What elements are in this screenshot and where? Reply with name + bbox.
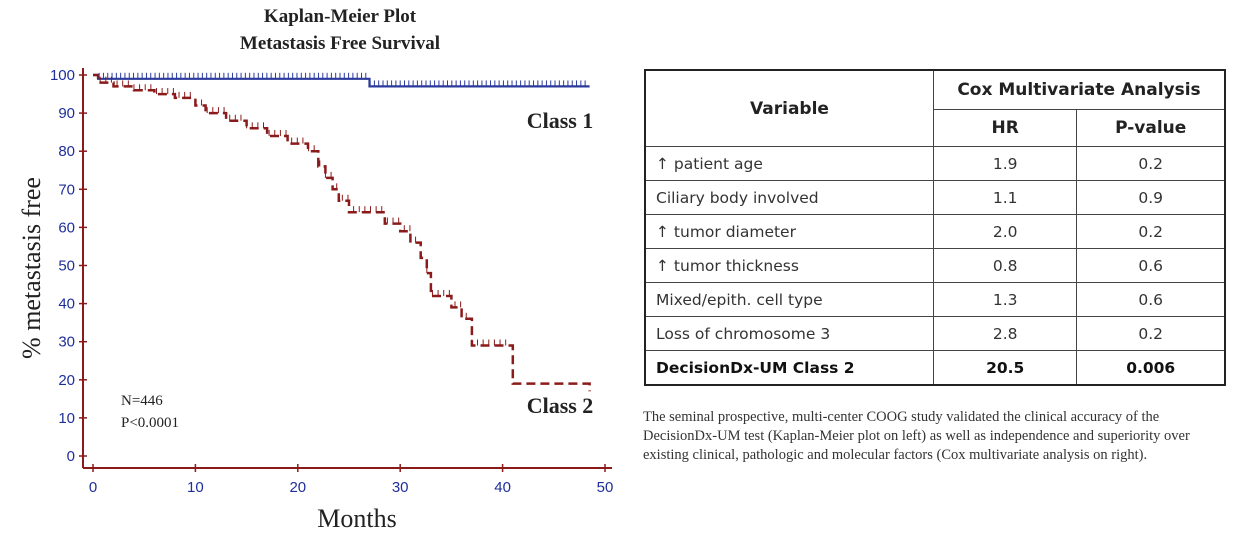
y-tick-label: 10 xyxy=(58,410,75,427)
header-hr: HR xyxy=(932,109,1078,147)
variable-cell: DecisionDx-UM Class 2 xyxy=(644,350,934,386)
table-row: ↑ patient age 1.9 0.2 xyxy=(644,146,1226,181)
y-axis-label: % metastasis free xyxy=(17,177,46,359)
x-tick-label: 30 xyxy=(392,479,409,496)
p-value-annotation: P<0.0001 xyxy=(121,415,179,431)
variable-cell: Mixed/epith. cell type xyxy=(644,282,934,317)
p-value-cell: 0.6 xyxy=(1076,282,1226,317)
series-label-class-1: Class 1 xyxy=(527,108,594,133)
y-tick-label: 100 xyxy=(50,67,75,84)
p-value-cell: 0.2 xyxy=(1076,316,1226,351)
table-row: ↑ tumor diameter 2.0 0.2 xyxy=(644,214,1226,249)
table-row: Ciliary body involved 1.1 0.9 xyxy=(644,180,1226,215)
hr-cell: 2.8 xyxy=(932,316,1078,351)
x-tick-label: 20 xyxy=(289,479,306,496)
hr-cell: 1.9 xyxy=(932,146,1078,181)
y-tick-label: 80 xyxy=(58,143,75,160)
table-row: ↑ tumor thickness 0.8 0.6 xyxy=(644,248,1226,283)
y-tick-label: 70 xyxy=(58,181,75,198)
y-tick-label: 20 xyxy=(58,372,75,389)
hr-cell: 0.8 xyxy=(932,248,1078,283)
header-cox-analysis: Cox Multivariate Analysis xyxy=(932,69,1226,110)
table-row: Loss of chromosome 3 2.8 0.2 xyxy=(644,316,1226,351)
chart-title-line-2: Metastasis Free Survival xyxy=(240,33,440,54)
p-value-cell: 0.9 xyxy=(1076,180,1226,215)
y-tick-label: 90 xyxy=(58,105,75,122)
p-value-cell: 0.6 xyxy=(1076,248,1226,283)
figure-caption: The seminal prospective, multi-center CO… xyxy=(643,409,1190,463)
x-tick-label: 40 xyxy=(494,479,511,496)
table-row: Mixed/epith. cell type 1.3 0.6 xyxy=(644,282,1226,317)
cox-multivariate-table: Variable Cox Multivariate Analysis HR P-… xyxy=(644,69,1226,386)
table-row-decisiondx: DecisionDx-UM Class 2 20.5 0.006 xyxy=(644,350,1226,386)
variable-cell: ↑ tumor diameter xyxy=(644,214,934,249)
chart-title-line-1: Kaplan-Meier Plot xyxy=(264,6,417,27)
x-axis-label: Months xyxy=(317,504,396,533)
hr-cell: 20.5 xyxy=(932,350,1078,386)
y-tick-label: 0 xyxy=(67,448,75,465)
variable-cell: Ciliary body involved xyxy=(644,180,934,215)
p-value-cell: 0.006 xyxy=(1076,350,1226,386)
header-variable: Variable xyxy=(644,69,934,147)
hr-cell: 1.3 xyxy=(932,282,1078,317)
series-label-class-2: Class 2 xyxy=(527,393,594,418)
variable-cell: Loss of chromosome 3 xyxy=(644,316,934,351)
y-tick-label: 60 xyxy=(58,219,75,236)
kaplan-meier-chart: Kaplan-Meier Plot Metastasis Free Surviv… xyxy=(17,6,614,533)
series-line-class-2 xyxy=(93,73,591,392)
p-value-cell: 0.2 xyxy=(1076,214,1226,249)
hr-cell: 2.0 xyxy=(932,214,1078,249)
hr-cell: 1.1 xyxy=(932,180,1078,215)
p-value-cell: 0.2 xyxy=(1076,146,1226,181)
x-tick-label: 0 xyxy=(89,479,97,496)
variable-cell: ↑ patient age xyxy=(644,146,934,181)
y-tick-label: 50 xyxy=(58,258,75,275)
x-tick-label: 50 xyxy=(597,479,614,496)
x-tick-label: 10 xyxy=(187,479,204,496)
y-tick-label: 30 xyxy=(58,334,75,351)
header-p-value: P-value xyxy=(1076,109,1226,147)
y-tick-label: 40 xyxy=(58,296,75,313)
sample-size-annotation: N=446 xyxy=(121,393,163,409)
variable-cell: ↑ tumor thickness xyxy=(644,248,934,283)
